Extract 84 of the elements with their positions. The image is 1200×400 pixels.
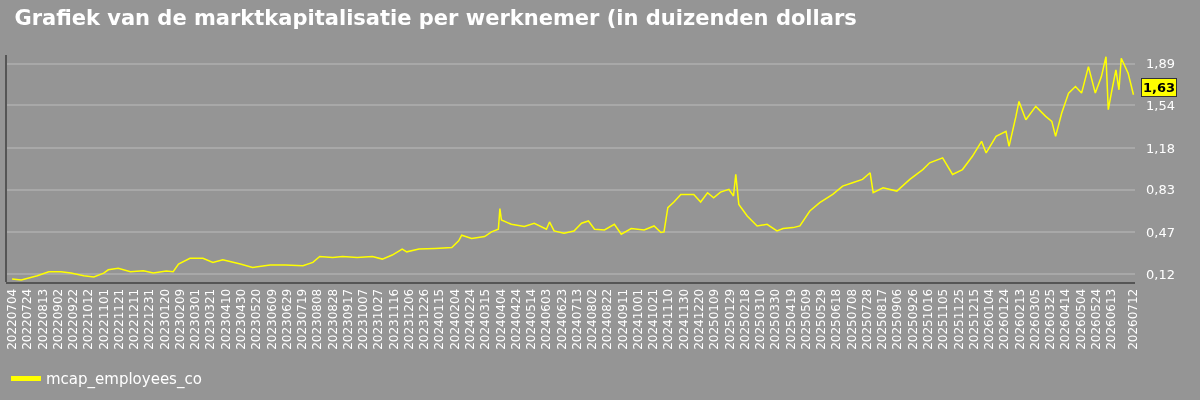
x-tick-label: 20241001: [630, 288, 645, 350]
x-tick-label: 20230629: [279, 288, 294, 350]
x-tick-label: 20250419: [783, 288, 798, 350]
x-tick-label: 20221101: [96, 288, 111, 350]
x-tick-label: 20220922: [66, 288, 81, 350]
x-tick-label: 20230520: [249, 288, 264, 350]
x-tick-label: 20240802: [585, 288, 600, 350]
x-tick-label: 20250926: [905, 288, 920, 350]
x-tick-label: 20250310: [753, 288, 768, 350]
x-tick-label: 20240204: [447, 288, 462, 350]
x-tick-label: 20240822: [600, 288, 615, 350]
x-tick-label: 20250330: [768, 288, 783, 350]
legend-label: mcap_employees_co: [46, 370, 202, 390]
x-tick-label: 20230301: [188, 288, 203, 350]
x-tick-label: 20230719: [295, 288, 310, 350]
x-tick-label: 20240315: [478, 288, 493, 350]
x-tick-label: 20230120: [157, 288, 172, 350]
x-tick-label: 20240713: [569, 288, 584, 350]
x-tick-label: 20221211: [127, 288, 142, 350]
y-tick-label: 1,89: [1146, 56, 1175, 72]
x-tick-label: 20240623: [554, 288, 569, 350]
x-tick-label: 20260504: [1073, 288, 1088, 350]
x-tick-label: 20250817: [875, 288, 890, 350]
x-tick-label: 20260124: [997, 288, 1012, 350]
x-tick-label: 20251215: [966, 288, 981, 350]
x-tick-label: 20240224: [463, 288, 478, 350]
x-tick-label: 20221121: [111, 288, 126, 350]
x-tick-label: 20231226: [417, 288, 432, 350]
x-tick-label: 20230609: [264, 288, 279, 350]
x-tick-label: 20251125: [951, 288, 966, 350]
x-tick-label: 20240911: [615, 288, 630, 350]
x-tick-label: 20231116: [386, 288, 401, 350]
x-tick-label: 20241110: [661, 288, 676, 350]
x-tick-label: 20250529: [814, 288, 829, 350]
x-tick-label: 20250509: [798, 288, 813, 350]
x-tick-label: 20250618: [829, 288, 844, 350]
x-tick-label: 20251016: [921, 288, 936, 350]
x-tick-label: 20240514: [524, 288, 539, 350]
x-tick-label: 20230917: [340, 288, 355, 350]
x-tick-label: 20230321: [203, 288, 218, 350]
x-tick-label: 20250129: [722, 288, 737, 350]
x-tick-label: 20260325: [1043, 288, 1058, 350]
chart-title: Grafiek van de marktkapitalisatie per werknemer (in duizenden dollars: [14, 5, 857, 30]
x-tick-label: 20260712: [1126, 288, 1141, 350]
x-tick-label: 20250906: [890, 288, 905, 350]
x-tick-label: 20220902: [50, 288, 65, 350]
x-tick-label: 20251105: [936, 288, 951, 350]
x-tick-label: 20230410: [218, 288, 233, 350]
x-tick-label: 20241130: [676, 288, 691, 350]
x-tick-label: 20230808: [310, 288, 325, 350]
x-tick-label: 20250109: [707, 288, 722, 350]
x-tick-label: 20240603: [539, 288, 554, 350]
y-tick-label: 1,54: [1146, 98, 1175, 114]
annotation: 1,63: [1143, 80, 1176, 95]
x-tick-label: 20260104: [982, 288, 997, 350]
x-tick-label: 20260213: [1012, 288, 1027, 350]
x-tick-label: 20260613: [1104, 288, 1119, 350]
x-tick-label: 20230430: [234, 288, 249, 350]
x-tick-label: 20221231: [142, 288, 157, 350]
x-tick-label: 20240404: [493, 288, 508, 350]
x-tick-label: 20220704: [5, 288, 20, 350]
x-tick-label: 20220813: [35, 288, 50, 350]
x-tick-label: 20230209: [172, 288, 187, 350]
x-tick-label: 20240424: [508, 288, 523, 350]
x-tick-label: 20231027: [371, 288, 386, 350]
x-tick-label: 20260305: [1027, 288, 1042, 350]
x-tick-label: 20231206: [401, 288, 416, 350]
x-tick-label: 20221012: [81, 288, 96, 350]
x-tick-label: 20220724: [20, 288, 35, 350]
x-tick-label: 20240115: [432, 288, 447, 350]
x-tick-label: 20241021: [646, 288, 661, 350]
x-tick-label: 20250708: [844, 288, 859, 350]
x-tick-label: 20230828: [325, 288, 340, 350]
x-tick-label: 20260414: [1058, 288, 1073, 350]
x-tick-label: 20231007: [356, 288, 371, 350]
y-tick-label: 1,18: [1146, 140, 1175, 156]
x-tick-label: 20250728: [859, 288, 874, 350]
y-tick-label: 0,83: [1146, 182, 1175, 198]
x-tick-label: 20250218: [737, 288, 752, 350]
x-tick-label: 20260524: [1088, 288, 1103, 350]
y-tick-label: 0,47: [1146, 225, 1175, 241]
y-tick-label: 0,12: [1146, 266, 1175, 282]
line-series: [11, 55, 1135, 281]
x-tick-label: 20241220: [692, 288, 707, 350]
